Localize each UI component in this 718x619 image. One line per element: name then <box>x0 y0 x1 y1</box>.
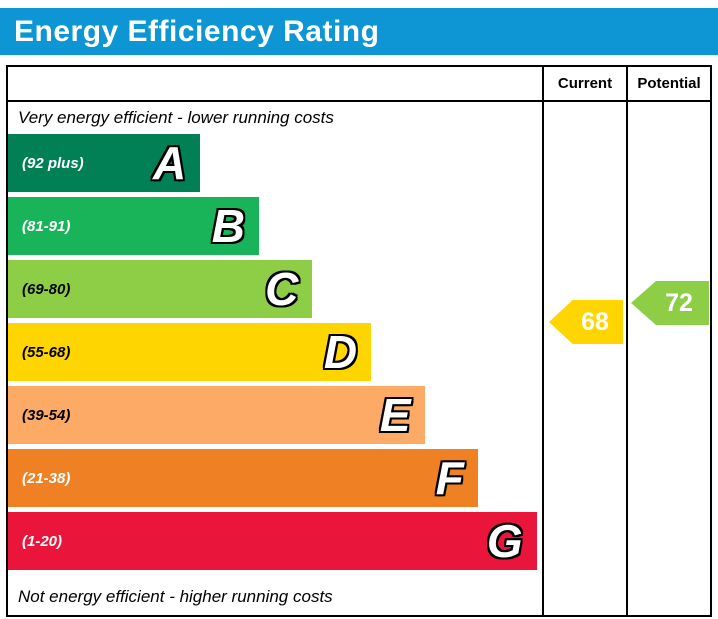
band-letter: A <box>153 137 187 189</box>
title-bar: Energy Efficiency Rating <box>0 8 718 55</box>
band-bar-a: (92 plus) A <box>8 134 201 192</box>
band-row-c: (69-80) C <box>8 260 542 323</box>
current-arrow: 68 <box>549 300 623 344</box>
band-letter: D <box>323 326 358 378</box>
bands-area: Very energy efficient - lower running co… <box>8 102 542 615</box>
band-row-a: (92 plus) A <box>8 134 542 197</box>
band-bar-c: (69-80) C <box>8 260 313 318</box>
top-note: Very energy efficient - lower running co… <box>18 108 334 127</box>
band-bar-g: (1-20) G <box>8 512 537 570</box>
band-range-label: (55-68) <box>22 343 71 361</box>
band-row-b: (81-91) B <box>8 197 542 260</box>
band-letter: C <box>265 263 299 315</box>
band-letter: E <box>379 389 411 441</box>
band-letter: B <box>211 200 245 252</box>
potential-column: 72 <box>626 102 710 615</box>
page-title: Energy Efficiency Rating <box>14 14 380 48</box>
band-range-label: (21-38) <box>22 469 71 487</box>
band-letter: G <box>486 515 523 567</box>
band-row-e: (39-54) E <box>8 386 542 449</box>
band-bar-f: (21-38) F <box>8 449 478 507</box>
chart-body: Very energy efficient - lower running co… <box>8 102 710 615</box>
bottom-note: Not energy efficient - higher running co… <box>18 587 333 606</box>
band-range-label: (81-91) <box>22 217 71 235</box>
current-column-header: Current <box>542 67 626 100</box>
band-bar-d: (55-68) D <box>8 323 372 381</box>
band-range-label: (1-20) <box>22 532 63 550</box>
band-letter: F <box>435 452 464 504</box>
band-row-f: (21-38) F <box>8 449 542 512</box>
current-column: 68 <box>542 102 626 615</box>
potential-arrow: 72 <box>631 281 709 325</box>
band-range-label: (39-54) <box>22 406 71 424</box>
energy-rating-chart: Current Potential Very energy efficient … <box>6 65 712 617</box>
potential-value: 72 <box>665 288 693 317</box>
current-value: 68 <box>581 307 609 336</box>
band-bar-b: (81-91) B <box>8 197 259 255</box>
band-bar-e: (39-54) E <box>8 386 425 444</box>
chart-header-row: Current Potential <box>8 67 710 102</box>
header-spacer <box>8 67 542 100</box>
potential-column-header: Potential <box>626 67 710 100</box>
band-range-label: (69-80) <box>22 280 71 298</box>
band-range-label: (92 plus) <box>22 154 84 172</box>
band-row-d: (55-68) D <box>8 323 542 386</box>
band-row-g: (1-20) G <box>8 512 542 575</box>
